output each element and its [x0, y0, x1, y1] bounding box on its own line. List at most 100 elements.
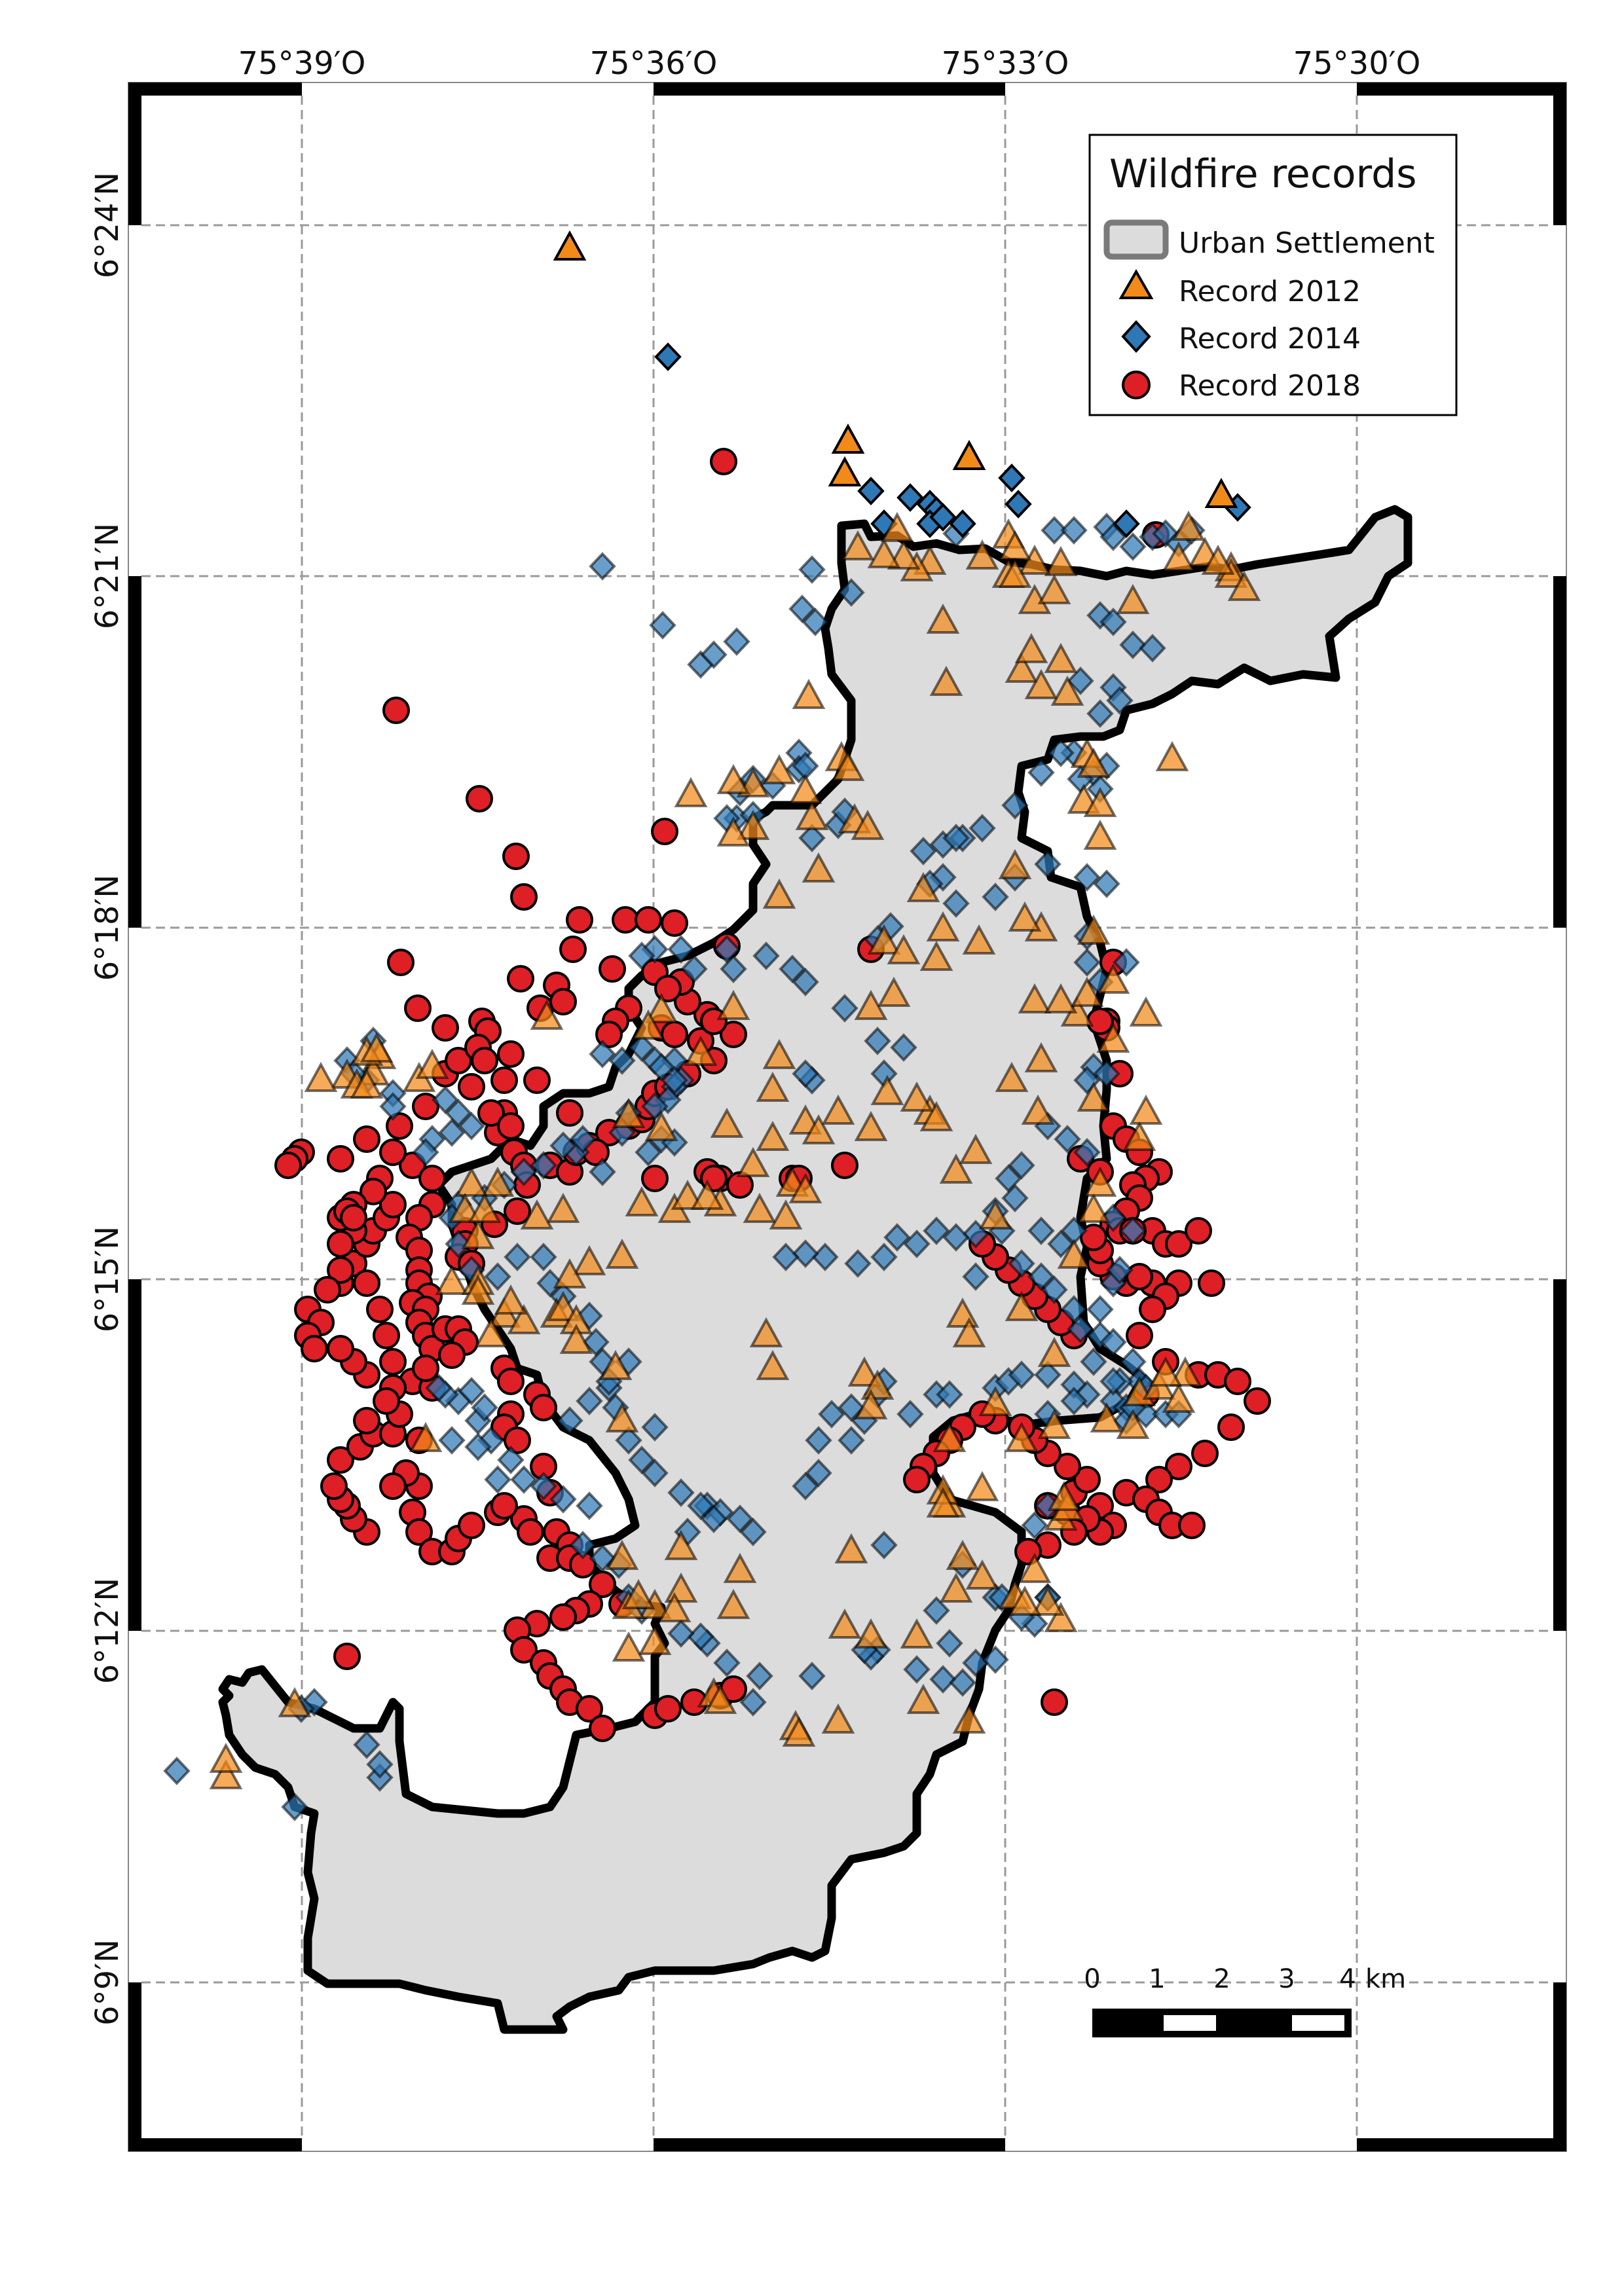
- record-2012-marker: [605, 1238, 639, 1269]
- record-2012-marker: [1057, 1238, 1091, 1269]
- record-2014-marker: [641, 1413, 669, 1442]
- record-2012-marker: [1077, 914, 1111, 945]
- record-2012-marker: [1204, 477, 1238, 508]
- record-2012-marker: [209, 1758, 243, 1789]
- record-2012-marker: [762, 1038, 796, 1069]
- record-2018-marker: [510, 883, 538, 911]
- record-2012-marker: [788, 1173, 822, 1203]
- legend-box: [1088, 134, 1458, 416]
- record-2012-marker: [880, 511, 914, 542]
- record-2018-marker: [1244, 1387, 1271, 1415]
- record-2012-marker: [625, 1186, 659, 1216]
- record-2014-marker: [589, 1040, 616, 1068]
- record-2018-marker: [903, 1466, 931, 1493]
- record-2014-marker: [648, 1053, 675, 1082]
- record-2014-marker: [635, 1138, 662, 1167]
- record-2014-marker: [802, 608, 829, 636]
- record-2012-marker: [454, 1166, 489, 1197]
- record-2012-marker: [854, 1110, 888, 1141]
- record-2014-marker: [1086, 699, 1114, 728]
- record-2012-marker: [929, 665, 963, 696]
- record-2018-marker: [340, 1204, 367, 1231]
- record-2014-marker: [942, 889, 970, 918]
- record-2012-marker: [736, 809, 770, 840]
- record-2012-marker: [553, 1258, 587, 1288]
- record-2014-marker: [1073, 948, 1101, 977]
- record-2018-marker: [373, 1387, 400, 1415]
- record-2012-marker: [703, 1683, 737, 1714]
- record-2014-marker: [949, 1668, 976, 1697]
- record-2018-marker: [1073, 1466, 1101, 1493]
- record-2014-marker: [458, 1377, 485, 1406]
- record-2018-marker: [510, 1636, 538, 1664]
- record-2012-marker: [605, 1539, 639, 1570]
- record-2018-marker: [635, 906, 662, 934]
- record-2014-marker: [798, 555, 826, 584]
- record-2012-marker: [716, 816, 750, 847]
- record-2014-marker: [412, 1138, 439, 1167]
- record-2018-marker: [710, 448, 737, 475]
- record-2014-marker: [805, 1459, 832, 1487]
- record-2014-marker: [1119, 532, 1147, 561]
- lon-label: 75°36′O: [590, 45, 718, 82]
- record-2014-marker: [936, 1380, 963, 1409]
- lon-label: 75°39′O: [238, 45, 366, 82]
- record-2014-marker: [556, 1406, 583, 1435]
- scale-tick-label: 2: [1213, 1964, 1230, 1994]
- record-2014-marker: [746, 1662, 773, 1690]
- record-2014-marker: [844, 1249, 872, 1278]
- record-2018-marker: [379, 1191, 407, 1218]
- wildfire-records-layer: [163, 230, 1271, 1821]
- record-2014-marker: [1093, 1059, 1120, 1088]
- record-2014-marker: [425, 1374, 452, 1402]
- record-2012-marker: [716, 989, 750, 1020]
- record-2014-marker: [1099, 1328, 1127, 1357]
- legend: Wildfire records Urban Settlement Record…: [1088, 134, 1458, 416]
- record-2014-marker: [510, 1465, 538, 1494]
- record-2012-marker: [621, 1578, 655, 1609]
- record-2014-marker: [438, 1118, 466, 1147]
- record-2018-marker: [641, 1165, 669, 1192]
- record-2012-marker: [851, 809, 885, 840]
- record-2014-marker: [654, 342, 682, 371]
- record-2012-marker: [684, 1035, 718, 1066]
- record-2012-marker: [1021, 1094, 1055, 1125]
- record-2012-marker: [1077, 747, 1111, 778]
- longitude-labels: 75°39′O 75°36′O 75°33′O 75°30′O: [238, 45, 1421, 82]
- record-2012-marker: [1037, 1336, 1071, 1367]
- record-2014-marker: [969, 814, 996, 843]
- record-2012-marker: [834, 1533, 868, 1563]
- record-2014-marker: [680, 955, 708, 983]
- record-2014-marker: [510, 1157, 538, 1186]
- record-2012-marker: [1129, 996, 1163, 1027]
- record-2014-marker: [929, 503, 957, 532]
- record-2012-marker: [710, 1107, 744, 1138]
- record-2012-marker: [1149, 1356, 1183, 1387]
- record-2012-marker: [792, 678, 826, 709]
- record-2012-marker: [435, 1264, 469, 1295]
- record-2014-marker: [1005, 490, 1032, 519]
- record-2012-marker: [1018, 983, 1052, 1013]
- record-2014-marker: [1099, 1367, 1127, 1396]
- record-2014-marker: [438, 1426, 466, 1455]
- record-2014-marker: [1099, 522, 1127, 551]
- record-2014-marker: [1099, 1203, 1127, 1232]
- record-2012-marker: [599, 1349, 633, 1380]
- record-2012-marker: [350, 1068, 384, 1099]
- record-2018-marker: [530, 1394, 557, 1421]
- record-2018-marker: [1178, 1512, 1206, 1539]
- record-2018-marker: [314, 1276, 341, 1303]
- record-2014-marker: [504, 1243, 531, 1271]
- lat-label: 6°9′N: [89, 1939, 126, 2026]
- record-2012-marker: [690, 1179, 724, 1210]
- record-2014-marker: [831, 994, 858, 1023]
- record-2018-marker: [1165, 1453, 1192, 1480]
- record-2014-marker: [576, 1491, 603, 1520]
- record-2014-marker: [1139, 634, 1166, 663]
- record-2014-marker: [281, 1793, 308, 1821]
- record-2012-marker: [674, 776, 708, 807]
- record-2014-marker: [998, 464, 1025, 492]
- record-2018-marker: [1224, 1368, 1251, 1395]
- record-2018-marker: [504, 1197, 531, 1225]
- record-2012-marker: [932, 1421, 967, 1452]
